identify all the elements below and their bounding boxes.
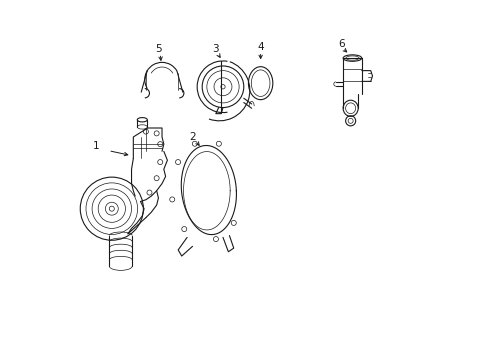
Text: 1: 1 xyxy=(92,141,99,151)
Text: 3: 3 xyxy=(212,44,219,54)
Text: 2: 2 xyxy=(189,132,195,142)
Text: 4: 4 xyxy=(257,42,264,52)
Text: 6: 6 xyxy=(337,39,344,49)
Text: 5: 5 xyxy=(155,44,162,54)
